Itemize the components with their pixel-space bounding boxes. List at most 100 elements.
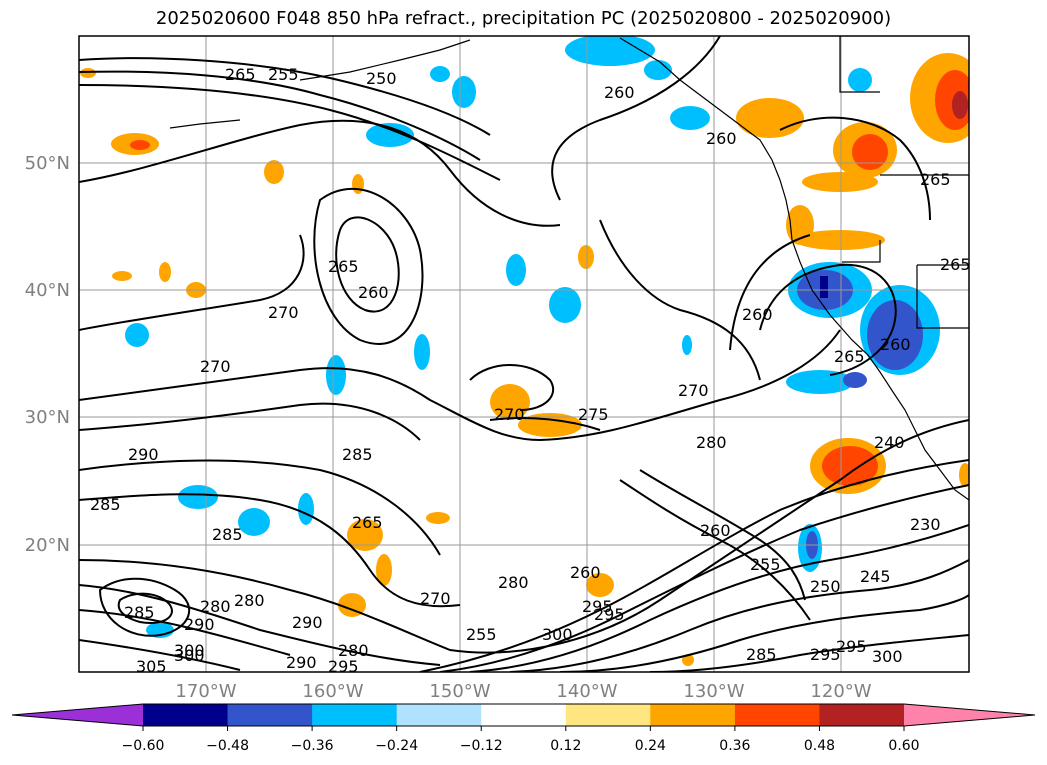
colorbar: −0.60 −0.48 −0.36 −0.24 −0.12 0.12 0.24 0.36 0.4…	[11, 703, 1036, 754]
lon-label-160w: 160°W	[302, 681, 363, 702]
lon-label-170w: 170°W	[175, 681, 236, 702]
precip-patch	[795, 230, 885, 250]
precip-patch	[670, 106, 710, 130]
contour-label: 280	[200, 597, 231, 616]
precip-patch	[644, 60, 672, 80]
contour-label: 260	[358, 283, 389, 302]
precip-patch	[80, 68, 96, 78]
contour-label: 285	[90, 495, 121, 514]
precip-patch	[112, 271, 132, 281]
precip-patch	[130, 140, 150, 150]
map-title: 2025020600 F048 850 hPa refract., precip…	[155, 8, 892, 29]
colorbar-segment	[819, 704, 905, 726]
colorbar-tick-label: 0.24	[635, 738, 666, 754]
coastlines	[169, 36, 969, 501]
precip-patch	[338, 593, 366, 617]
precip-patch	[426, 512, 450, 524]
precip-patch	[952, 91, 968, 119]
colorbar-tick-label: 0.48	[804, 738, 835, 754]
precip-patch	[682, 654, 694, 666]
contour-label: 280	[234, 591, 265, 610]
colorbar-tick-label: −0.36	[291, 738, 334, 754]
precip-patch	[682, 335, 692, 355]
lat-label-20n: 20°N	[25, 535, 70, 556]
contour-label: 255	[268, 65, 299, 84]
contour-label: 275	[578, 405, 609, 424]
contour-label: 300	[872, 647, 903, 666]
precip-patch	[848, 68, 872, 92]
contour-label: 270	[494, 405, 525, 424]
contour-label: 295	[594, 605, 625, 624]
precip-patch	[414, 334, 430, 370]
colorbar-segments	[143, 704, 905, 726]
colorbar-tick-label: −0.60	[122, 738, 165, 754]
lat-label-40n: 40°N	[25, 280, 70, 301]
contour-label: 265	[328, 257, 359, 276]
contour-labels: 265 255 250 260 260 265 265 260 265 260 …	[90, 65, 971, 672]
precip-patch	[506, 254, 526, 286]
contour-label: 270	[678, 381, 709, 400]
colorbar-tick-label: 0.60	[888, 738, 919, 754]
contour-label: 265	[920, 170, 951, 189]
colorbar-segment	[481, 704, 567, 726]
contour-label: 280	[338, 641, 369, 660]
map-frame	[78, 35, 970, 673]
contour-label: 295	[836, 637, 867, 656]
contour-label: 295	[810, 645, 841, 664]
colorbar-tick-label: −0.12	[460, 738, 503, 754]
contour-label: 285	[124, 603, 155, 622]
contour-label: 285	[342, 445, 373, 464]
lat-label-30n: 30°N	[25, 407, 70, 428]
precip-patch	[867, 300, 923, 370]
precip-patch	[820, 276, 828, 298]
lon-label-150w: 150°W	[429, 681, 490, 702]
precip-patch	[822, 446, 878, 486]
contour-label: 260	[706, 129, 737, 148]
precip-patch	[366, 123, 414, 147]
contour-label: 300	[174, 646, 205, 665]
lon-label-140w: 140°W	[556, 681, 617, 702]
lat-label-50n: 50°N	[25, 153, 70, 174]
precip-patch	[347, 519, 383, 551]
contour-label: 300	[542, 625, 573, 644]
contour-label: 285	[212, 525, 243, 544]
colorbar-segment	[650, 704, 736, 726]
colorbar-segment	[565, 704, 651, 726]
contour-label: 280	[696, 433, 727, 452]
colorbar-tick-label: −0.24	[375, 738, 418, 754]
colorbar-extend-min	[12, 704, 143, 726]
precip-patch	[352, 174, 364, 194]
contour-label: 290	[292, 613, 323, 632]
precip-patch	[802, 172, 878, 192]
colorbar-segment	[227, 704, 313, 726]
contour-label: 230	[910, 515, 941, 534]
contour-label: 265	[940, 255, 971, 274]
colorbar-segment	[312, 704, 398, 726]
contour-label: 265	[352, 513, 383, 532]
colorbar-ticks: −0.60 −0.48 −0.36 −0.24 −0.12 0.12 0.24 0.36 0.4…	[122, 726, 920, 754]
precip-patch	[843, 372, 867, 388]
graticule	[79, 36, 969, 672]
precip-patch	[178, 485, 218, 509]
contour-label: 295	[582, 597, 613, 616]
refractivity-contours	[79, 36, 969, 672]
contour-label: 300	[174, 641, 205, 660]
precip-patch	[586, 573, 614, 597]
contour-label: 290	[286, 653, 317, 672]
precip-patch	[376, 554, 392, 586]
contour-label: 255	[466, 625, 497, 644]
contour-label: 255	[750, 555, 781, 574]
contour-label: 260	[700, 521, 731, 540]
contour-label: 260	[880, 335, 911, 354]
precip-patch	[852, 134, 888, 170]
map-background	[79, 36, 969, 672]
contour-label: 265	[834, 347, 865, 366]
precip-patch	[238, 508, 270, 536]
contour-label: 260	[604, 83, 635, 102]
precip-patch	[786, 370, 854, 394]
contour-label: 270	[420, 589, 451, 608]
precip-patch	[959, 463, 969, 487]
contour-label: 245	[860, 567, 891, 586]
precip-patch	[430, 66, 450, 82]
precip-patch	[565, 36, 655, 66]
